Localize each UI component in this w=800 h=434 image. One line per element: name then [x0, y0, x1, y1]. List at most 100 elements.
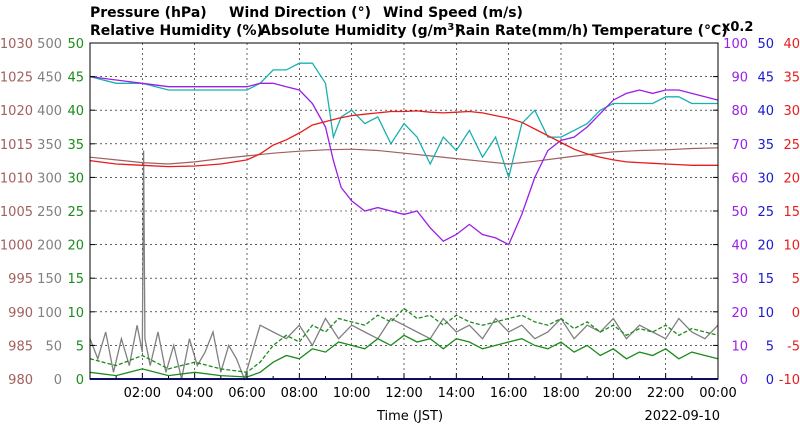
series-wind-gust — [89, 307, 719, 373]
tick-temperature: 15 — [783, 205, 800, 220]
tick-pressure: 1025 — [0, 71, 33, 86]
tick-pressure: 1015 — [0, 138, 33, 153]
series-absolute-humidity — [89, 62, 718, 180]
tick-pressure: 1000 — [0, 239, 33, 254]
tick-temperature: -5 — [787, 339, 800, 354]
tick-wind-speed: 10 — [67, 306, 84, 321]
series-relative-humidity — [89, 75, 719, 246]
tick-pressure: 980 — [8, 373, 33, 388]
tick-relative-humidity: 0 — [740, 373, 748, 388]
tick-temperature: 40 — [783, 37, 800, 52]
tick-wind-direction: 150 — [37, 272, 62, 287]
tick-temperature: 10 — [783, 239, 800, 254]
tick-wind-speed: 15 — [67, 272, 84, 287]
x-tick-label: 06:00 — [228, 386, 265, 401]
tick-wind-direction: 50 — [45, 339, 62, 354]
tick-wind-speed: 30 — [67, 171, 84, 186]
tick-pressure: 1005 — [0, 205, 33, 220]
legend-absolute-humidity: Absolute Humidity (g/m3) — [260, 22, 461, 39]
series-wind-direction — [89, 150, 719, 382]
tick-temperature: 0 — [792, 306, 800, 321]
tick-wind-direction: 300 — [37, 171, 62, 186]
x-tick-label: 00:00 — [699, 386, 736, 401]
tick-pressure: 995 — [8, 272, 33, 287]
tick-rain-rate: 35 — [757, 138, 774, 153]
x-tick-label: 20:00 — [595, 386, 632, 401]
grid — [90, 43, 718, 379]
tick-temperature: 30 — [783, 104, 800, 119]
tick-pressure: 1030 — [0, 37, 33, 52]
legend-absolute-humidity-sup: 3 — [447, 22, 454, 33]
legend-absolute-humidity-text: Absolute Humidity (g/m — [260, 23, 447, 39]
tick-pressure: 1010 — [0, 171, 33, 186]
tick-pressure: 990 — [8, 306, 33, 321]
tick-wind-direction: 250 — [37, 205, 62, 220]
tick-pressure: 985 — [8, 339, 33, 354]
legend-absolute-humidity-close: ) — [454, 23, 460, 39]
tick-rain-rate: 0 — [766, 373, 774, 388]
tick-relative-humidity: 60 — [731, 171, 748, 186]
tick-rain-rate: 45 — [757, 71, 774, 86]
tick-temperature: 35 — [783, 71, 800, 86]
tick-wind-direction: 400 — [37, 104, 62, 119]
x-tick-label: 16:00 — [490, 386, 527, 401]
tick-temperature: 5 — [792, 272, 800, 287]
tick-rain-rate: 20 — [757, 239, 774, 254]
tick-wind-direction: 350 — [37, 138, 62, 153]
series-layer — [89, 62, 719, 382]
x-axis-label: Time (JST) — [376, 409, 443, 424]
legend-wind-speed: Wind Speed (m/s) — [383, 5, 523, 21]
tick-relative-humidity: 50 — [731, 205, 748, 220]
tick-relative-humidity: 20 — [731, 306, 748, 321]
tick-rain-rate: 40 — [757, 104, 774, 119]
tick-wind-speed: 25 — [67, 205, 84, 220]
tick-relative-humidity: 40 — [731, 239, 748, 254]
x-tick-label: 22:00 — [647, 386, 684, 401]
tick-rain-rate: 15 — [757, 272, 774, 287]
legend-pressure: Pressure (hPa) — [90, 5, 207, 21]
tick-temperature: 25 — [783, 138, 800, 153]
tick-relative-humidity: 100 — [723, 37, 748, 52]
axes-layer: 1030102510201015101010051000995990985980… — [0, 37, 800, 401]
tick-wind-speed: 40 — [67, 104, 84, 119]
x-tick-label: 12:00 — [385, 386, 422, 401]
x-tick-label: 08:00 — [281, 386, 318, 401]
tick-rain-rate: 25 — [757, 205, 774, 220]
x-tick-label: 10:00 — [333, 386, 370, 401]
x-tick-label: 04:00 — [176, 386, 213, 401]
tick-wind-speed: 5 — [76, 339, 84, 354]
tick-relative-humidity: 70 — [731, 138, 748, 153]
tick-rain-rate: 30 — [757, 171, 774, 186]
tick-rain-rate: 5 — [766, 339, 774, 354]
x-tick-label: 18:00 — [542, 386, 579, 401]
tick-wind-speed: 20 — [67, 239, 84, 254]
tick-wind-direction: 0 — [54, 373, 62, 388]
tick-temperature: -10 — [779, 373, 800, 388]
x-tick-label: 02:00 — [124, 386, 161, 401]
tick-wind-direction: 500 — [37, 37, 62, 52]
date-label: 2022-09-10 — [644, 409, 720, 424]
tick-relative-humidity: 90 — [731, 71, 748, 86]
x-tick-label: 14:00 — [438, 386, 475, 401]
tick-relative-humidity: 30 — [731, 272, 748, 287]
series-wind-speed — [89, 334, 719, 378]
series-pressure — [89, 147, 719, 165]
tick-rain-rate: 50 — [757, 37, 774, 52]
tick-wind-speed: 35 — [67, 138, 84, 153]
tick-wind-speed: 0 — [76, 373, 84, 388]
tick-wind-direction: 100 — [37, 306, 62, 321]
tick-relative-humidity: 80 — [731, 104, 748, 119]
legend-rain-rate: Rain Rate(mm/h) — [455, 23, 588, 39]
series-temperature — [89, 110, 718, 168]
tick-wind-direction: 200 — [37, 239, 62, 254]
tick-rain-rate: 10 — [757, 306, 774, 321]
tick-relative-humidity: 10 — [731, 339, 748, 354]
legend-relative-humidity: Relative Humidity (%) — [90, 23, 263, 39]
tick-wind-direction: 450 — [37, 71, 62, 86]
tick-wind-speed: 50 — [67, 37, 84, 52]
tick-pressure: 1020 — [0, 104, 33, 119]
legend-temperature: Temperature (°C) — [592, 23, 728, 39]
legend-wind-direction: Wind Direction (°) — [229, 5, 371, 21]
legend-scale-note: x0.2 — [722, 20, 753, 35]
